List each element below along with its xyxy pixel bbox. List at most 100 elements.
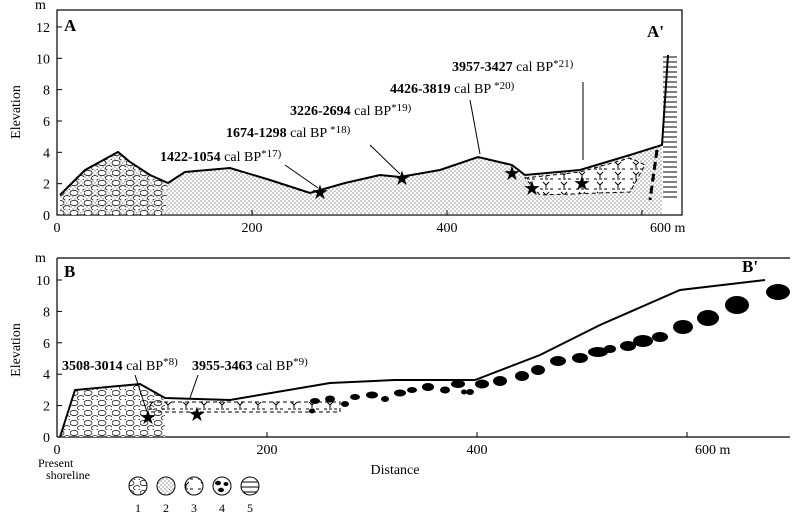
star: ★: [188, 404, 206, 426]
date-label: 3957-3427 cal BP*21): [452, 58, 574, 75]
y-title: Elevation: [9, 85, 24, 139]
svg-text:★: ★: [393, 168, 411, 190]
y-tick-label: 2: [43, 400, 50, 415]
peat: [523, 157, 646, 196]
surface: [59, 279, 766, 438]
boulder: [673, 320, 693, 334]
boulder: [588, 347, 608, 357]
surface: [59, 54, 669, 196]
legend-number: 4: [219, 501, 225, 515]
end-label: A': [647, 22, 664, 41]
legend-number: 5: [247, 501, 253, 515]
date-label: 3508-3014 cal BP*8): [62, 356, 178, 374]
x-tick-label: 0: [54, 443, 61, 458]
boulder: [407, 387, 417, 393]
legend-number: 3: [191, 501, 197, 515]
x-tick-label: 200: [242, 221, 263, 236]
date-label: 1422-1054 cal BP*17): [160, 148, 282, 165]
legend-number: 2: [163, 501, 169, 515]
boulder: [493, 376, 507, 386]
y-tick-label: 12: [36, 21, 50, 36]
boulder: [466, 389, 474, 395]
leaders: [284, 82, 584, 189]
boulder: [515, 371, 529, 381]
svg-text:★: ★: [503, 163, 521, 185]
y-tick-label: 10: [36, 274, 50, 289]
x-title: Distance: [371, 463, 420, 478]
boulder: [531, 365, 545, 375]
boulder: [475, 379, 489, 389]
boulder: [440, 386, 450, 394]
boulder: [620, 341, 636, 351]
y-title: Elevation: [9, 323, 24, 377]
y-tick-label: 4: [43, 368, 50, 383]
y-tick-label: 10: [36, 52, 50, 67]
y-tick-label: 0: [43, 431, 50, 446]
boulder: [461, 389, 467, 395]
gravel: [60, 384, 165, 437]
y-tick-label: 6: [43, 337, 50, 352]
boulder: [394, 389, 406, 397]
boulder: [309, 408, 315, 414]
boulder: [451, 380, 465, 388]
boulder: [341, 401, 349, 407]
boulder: [422, 383, 434, 391]
legend-icon: [212, 476, 232, 496]
panel-label: B: [64, 262, 75, 281]
y-tick-label: 2: [43, 178, 50, 193]
boulder: [325, 395, 335, 403]
boulder: [350, 394, 360, 400]
boulder: [604, 345, 616, 353]
panel-b: ★ ★ B B' m Elevation 3508-3014 cal BP*8)…: [9, 251, 790, 482]
boundary: [648, 149, 659, 201]
date-label: 3955-3463 cal BP*9): [192, 356, 308, 374]
boulders: [309, 284, 790, 414]
x-tick-label: 400: [437, 221, 458, 236]
peat: [149, 401, 341, 413]
boulder: [550, 356, 566, 366]
legend-icon: [156, 476, 176, 496]
bedrock: [663, 55, 677, 200]
x-tick-label: 200: [257, 443, 278, 458]
boulder: [766, 284, 790, 300]
panel-a: ★★ ★★ ★ A A' m Elevation 1422-1054 cal BP*…: [9, 0, 683, 216]
svg-text:★: ★: [311, 182, 329, 204]
leaders: [134, 374, 199, 413]
star: ★: [139, 407, 157, 429]
x-tick-label: 600 m: [650, 221, 686, 236]
y-tick-label: 0: [43, 209, 50, 224]
boulder: [725, 296, 749, 314]
origin-note: Present: [38, 456, 74, 470]
boulder: [633, 335, 653, 347]
gravel: [60, 152, 168, 215]
panel-label: A: [64, 16, 77, 35]
svg-text:★: ★: [573, 173, 591, 195]
y-unit: m: [35, 251, 46, 266]
x-tick-label: 0: [54, 221, 61, 236]
stars: ★★ ★★ ★: [311, 163, 591, 204]
boulder: [310, 398, 320, 404]
legend-icon: [128, 476, 148, 496]
y-unit: m: [35, 0, 46, 13]
boulder: [572, 353, 588, 363]
y-tick-label: 4: [43, 146, 50, 161]
legend: 1 2 3 4 5: [128, 476, 260, 515]
x-tick-label: 600 m: [695, 443, 731, 458]
boulder: [366, 391, 378, 399]
boulder: [381, 396, 389, 402]
svg-text:★: ★: [523, 178, 541, 200]
y-tick-label: 8: [43, 305, 50, 320]
boulder: [652, 332, 668, 342]
date-label: 4426-3819 cal BP *20): [390, 80, 515, 97]
legend-number: 1: [135, 501, 141, 515]
date-label: 1674-1298 cal BP *18): [226, 124, 351, 141]
end-label: B': [742, 257, 758, 276]
y-tick-label: 8: [43, 84, 50, 99]
date-label: 3226-2694 cal BP*19): [290, 102, 412, 119]
legend-icon: [240, 476, 260, 496]
boulder: [697, 310, 719, 326]
legend-icon: [184, 476, 204, 496]
y-tick-label: 6: [43, 115, 50, 130]
origin-note: shoreline: [46, 468, 90, 482]
